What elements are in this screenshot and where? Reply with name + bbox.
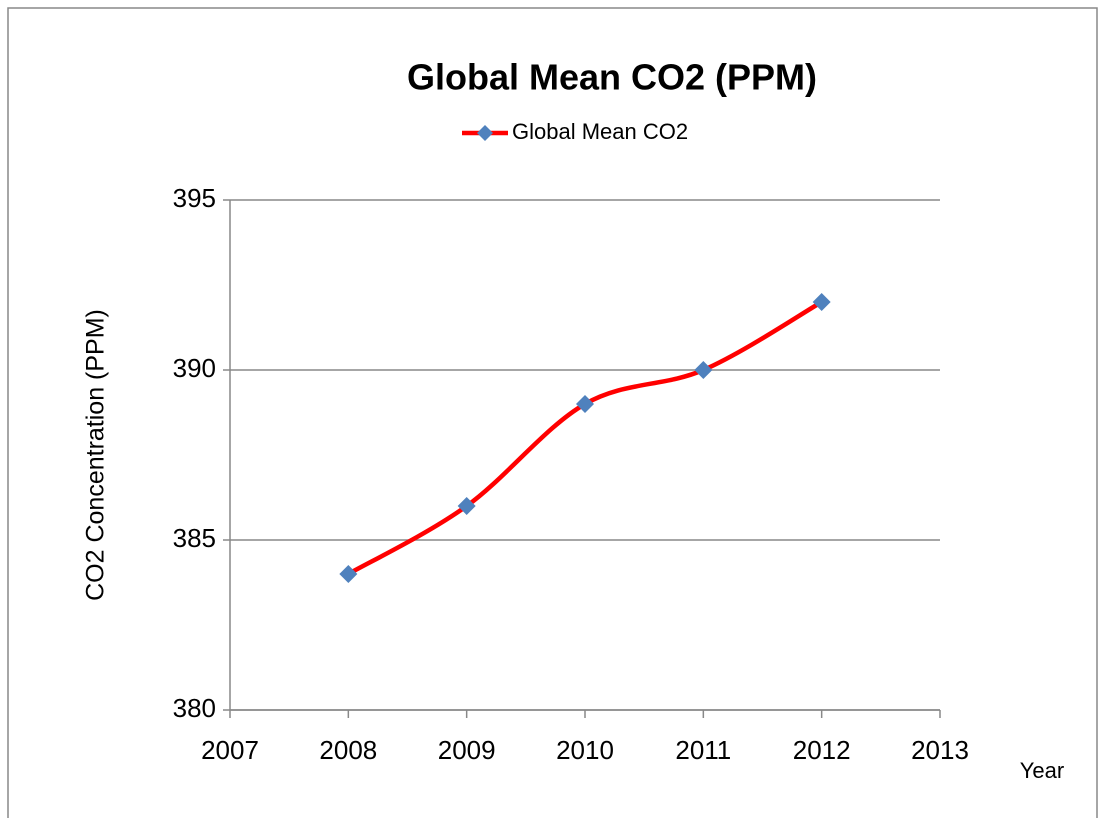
legend-label: Global Mean CO2 (512, 119, 688, 144)
x-tick-label: 2011 (675, 735, 731, 765)
x-tick-label: 2013 (911, 735, 969, 765)
marker (694, 361, 713, 379)
y-tick-label: 385 (173, 523, 216, 553)
chart-border (7, 7, 1098, 818)
x-tick-label: 2008 (319, 735, 377, 765)
x-axis-label: Year (1020, 758, 1064, 783)
y-axis-label: CO2 Concentration (PPM) (82, 309, 110, 601)
legend-marker (477, 125, 493, 141)
y-tick-label: 390 (173, 353, 216, 383)
line (347, 300, 823, 576)
y-tick-label: 380 (173, 693, 216, 723)
y-tick-label: 395 (173, 183, 216, 213)
marker (812, 293, 831, 311)
x-tick-label: 2009 (438, 735, 496, 765)
marker (457, 497, 476, 515)
marker (339, 565, 358, 583)
x-tick-label: 2010 (556, 735, 614, 765)
x-tick-label: 2012 (793, 735, 851, 765)
chart-title: Global Mean CO2 (PPM) (407, 57, 817, 98)
x-tick-label: 2007 (201, 735, 259, 765)
marker (576, 395, 594, 413)
